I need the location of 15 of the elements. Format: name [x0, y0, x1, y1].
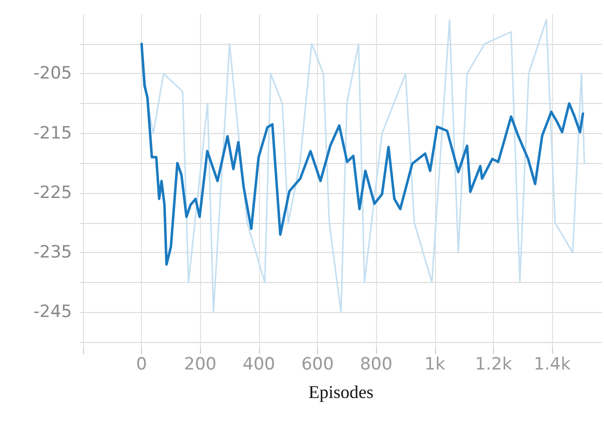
x-tick-label: 1.2k	[475, 354, 512, 374]
y-tick-label: -235	[33, 242, 72, 263]
y-tick-label: -205	[33, 64, 72, 84]
x-tick-label: 200	[184, 354, 216, 374]
y-tick-label: -225	[33, 182, 72, 203]
y-tick-label: -245	[33, 302, 72, 322]
x-tick-label: 1k	[424, 354, 446, 374]
x-tick-label: 1.4k	[534, 354, 571, 374]
x-tick-label: 600	[301, 354, 334, 374]
line-series	[140, 42, 584, 266]
x-axis-title: Episodes	[308, 382, 374, 402]
y-tick-label: -215	[33, 123, 72, 144]
x-tick-label: 0	[136, 354, 147, 374]
x-tick-label: 400	[242, 354, 276, 374]
x-tick-label: 800	[360, 354, 392, 374]
